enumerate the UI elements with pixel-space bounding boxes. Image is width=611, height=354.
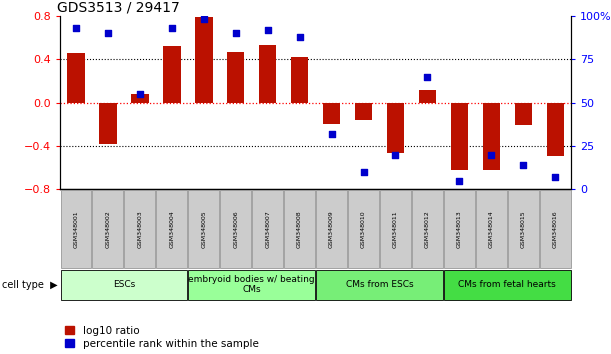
Point [199,17,208,22]
Bar [291,57,309,103]
Text: GSM348010: GSM348010 [361,210,366,248]
Text: GSM348002: GSM348002 [105,210,111,248]
Point [135,91,145,97]
Point [455,178,464,183]
Point [327,131,337,137]
Text: GDS3513 / 29417: GDS3513 / 29417 [57,1,180,15]
Bar [546,103,564,156]
Bar [483,103,500,170]
Point [103,30,112,36]
Text: GSM348012: GSM348012 [425,210,430,248]
Bar [99,103,117,144]
Bar [60,270,187,299]
Text: GSM348003: GSM348003 [137,210,142,248]
Text: GSM348013: GSM348013 [457,210,462,248]
Text: GSM348016: GSM348016 [553,210,558,248]
Point [423,74,433,79]
Bar [259,45,276,103]
Legend: log10 ratio, percentile rank within the sample: log10 ratio, percentile rank within the … [65,326,258,349]
Point [486,152,496,158]
Point [519,162,529,168]
Bar [92,190,123,268]
Bar [419,90,436,103]
Point [359,169,368,175]
Bar [221,190,251,268]
Text: ESCs: ESCs [112,280,135,289]
Text: GSM348007: GSM348007 [265,210,270,248]
Text: CMs from fetal hearts: CMs from fetal hearts [458,280,556,289]
Text: GSM348006: GSM348006 [233,210,238,248]
Text: GSM348004: GSM348004 [169,210,174,248]
Point [231,30,241,36]
Text: CMs from ESCs: CMs from ESCs [346,280,413,289]
Bar [67,53,85,103]
Bar [451,103,468,170]
Bar [514,103,532,125]
Bar [131,94,148,103]
Point [263,27,273,33]
Bar [476,190,507,268]
Text: GSM348014: GSM348014 [489,210,494,248]
Bar [227,52,244,103]
Bar [125,190,155,268]
Text: GSM348001: GSM348001 [73,210,78,248]
Bar [412,190,443,268]
Text: GSM348011: GSM348011 [393,210,398,248]
Text: GSM348005: GSM348005 [201,210,206,248]
Bar [163,46,180,103]
Bar [323,103,340,124]
Point [167,25,177,31]
Bar [316,270,443,299]
Text: GSM348008: GSM348008 [297,210,302,248]
Point [551,175,560,180]
Bar [156,190,187,268]
Text: GSM348009: GSM348009 [329,210,334,248]
Bar [355,103,372,120]
Bar [188,190,219,268]
Bar [316,190,347,268]
Bar [348,190,379,268]
Bar [188,270,315,299]
Bar [252,190,283,268]
Point [295,34,304,40]
Bar [508,190,539,268]
Bar [540,190,571,268]
Text: GSM348015: GSM348015 [521,210,526,248]
Text: cell type  ▶: cell type ▶ [2,280,57,290]
Bar [195,17,213,103]
Bar [380,190,411,268]
Bar [444,190,475,268]
Point [390,152,400,158]
Bar [387,103,404,153]
Bar [60,190,91,268]
Bar [284,190,315,268]
Bar [444,270,571,299]
Text: embryoid bodies w/ beating
CMs: embryoid bodies w/ beating CMs [188,275,315,294]
Point [71,25,81,31]
